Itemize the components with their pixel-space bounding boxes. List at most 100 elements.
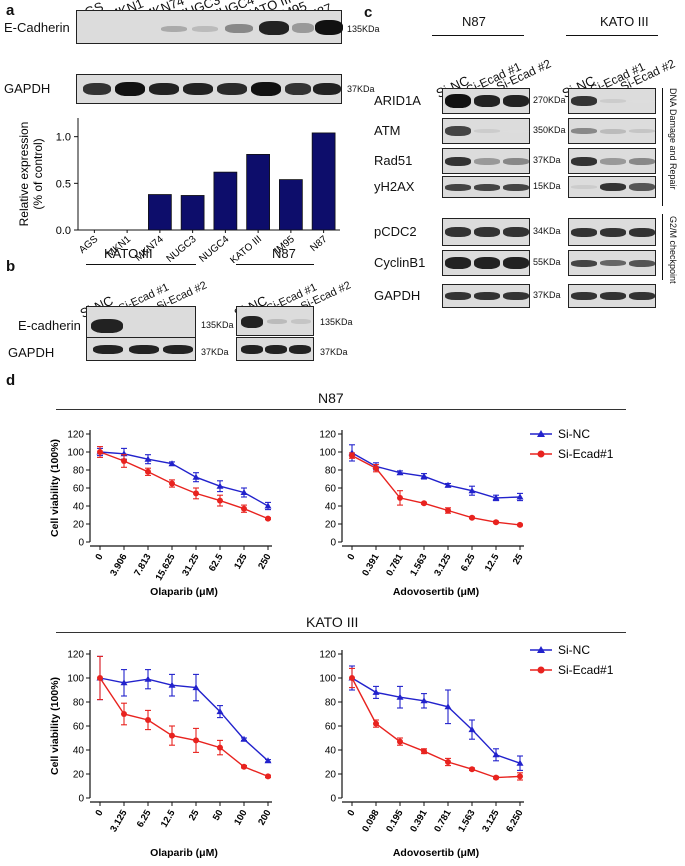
e-cadherin-blot (76, 10, 343, 44)
protein-band (445, 227, 471, 237)
data-point (265, 773, 271, 780)
mw-label: 37KDa (320, 347, 348, 357)
x-tick-label: 200 (256, 808, 273, 827)
data-point (396, 469, 404, 476)
western-row-label: Rad51 (374, 153, 413, 168)
protein-band (600, 157, 626, 165)
western-blot-strip (568, 118, 656, 144)
y-tick-label: 60 (73, 722, 85, 733)
protein-band (571, 96, 597, 106)
gapdh-blot (86, 337, 196, 361)
series-line (99, 451, 269, 520)
data-point (492, 494, 500, 501)
data-point (144, 675, 152, 682)
data-point (421, 500, 427, 507)
western-row-label: CyclinB1 (374, 255, 426, 270)
data-point (372, 688, 380, 695)
western-blot-strip (568, 250, 656, 276)
bar (246, 154, 270, 231)
x-tick-label: 0.391 (408, 807, 430, 834)
data-point (168, 681, 176, 688)
mw-label: 37KDa (201, 347, 229, 357)
panel-b-letter: b (6, 258, 16, 275)
data-point (349, 452, 355, 459)
y-tick-label: 100 (67, 448, 84, 459)
data-point (493, 774, 499, 781)
western-blot-strip (442, 148, 530, 174)
western-blot-strip (442, 118, 530, 144)
protein-band (629, 129, 655, 133)
protein-band (445, 126, 471, 136)
protein-band (600, 227, 626, 237)
x-tick-label: 0 (345, 808, 357, 818)
y-axis-label: Cell viability (100%) (49, 439, 61, 537)
data-point (97, 675, 103, 681)
protein-band (571, 227, 597, 237)
western-row-label: yH2AX (374, 179, 415, 194)
group-title: KATO III (600, 14, 649, 29)
protein-band (474, 227, 500, 237)
data-point (216, 708, 224, 715)
bar (213, 171, 238, 231)
data-point (120, 679, 128, 686)
x-tick-label: 0 (93, 552, 105, 562)
group-title: N87 (272, 246, 296, 261)
protein-band (503, 157, 529, 165)
protein-band (600, 260, 626, 266)
western-blot-strip (442, 176, 530, 198)
mw-label: 135KDa (347, 24, 380, 34)
protein-band (600, 292, 626, 300)
protein-band (503, 257, 529, 269)
western-blot-strip (442, 88, 530, 114)
western-row-label: GAPDH (4, 81, 51, 96)
legend-label: Si-Ecad#1 (558, 663, 614, 677)
protein-band (474, 95, 500, 107)
data-point (241, 505, 247, 512)
y-tick-label: 20 (325, 770, 337, 781)
western-blot-strip (568, 148, 656, 174)
bar (279, 179, 303, 231)
x-tick-label: 15.625 (154, 551, 178, 582)
y-tick-label: 120 (319, 650, 336, 661)
x-tick-label: 100 (232, 808, 249, 827)
protein-band (503, 129, 529, 133)
y-tick-label: 0 (330, 794, 336, 805)
series-line (351, 677, 521, 779)
legend-label: Si-Ecad#1 (558, 447, 614, 461)
panel-d-letter: d (6, 372, 16, 389)
x-tick-label: NUGC3 (165, 234, 199, 263)
data-point (492, 751, 500, 758)
x-tick-label: 7.813 (132, 552, 153, 578)
protein-band (571, 185, 597, 189)
data-point (121, 458, 127, 464)
x-tick-label: 0.781 (432, 807, 454, 834)
protein-band (445, 94, 471, 108)
mw-label: 37KDa (347, 84, 375, 94)
data-point (216, 482, 224, 489)
y-tick-label: 120 (319, 430, 336, 441)
x-tick-label: 6.25 (135, 807, 154, 829)
x-tick-label: 25 (511, 551, 526, 566)
data-point (396, 693, 404, 700)
data-point (444, 481, 452, 488)
data-point (373, 465, 379, 472)
protein-band (474, 292, 500, 300)
legend-label: Si-NC (558, 427, 590, 441)
x-tick-label: 3.125 (108, 807, 130, 834)
title-rule (56, 409, 626, 410)
data-point (169, 732, 175, 739)
data-point (240, 489, 248, 495)
western-row-label: E-Cadherin (4, 20, 70, 35)
y-tick-label: 40 (73, 746, 85, 757)
data-point (264, 502, 272, 509)
x-tick-label: 50 (211, 808, 226, 823)
y-tick-label: 120 (67, 650, 84, 661)
data-point (516, 493, 524, 500)
protein-band (600, 183, 626, 191)
data-point (145, 717, 151, 723)
e-cadherin-blot (236, 306, 314, 336)
protein-band (445, 292, 471, 300)
legend-marker (537, 450, 545, 458)
